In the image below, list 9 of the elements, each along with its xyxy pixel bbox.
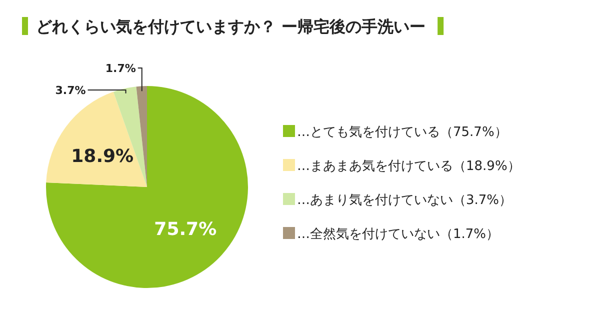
legend-label: …まあまあ気を付けている（18.9%） [297,159,520,174]
data-label: 18.9% [71,146,134,167]
legend-label: …全然気を付けていない（1.7%） [297,227,500,242]
data-label: 1.7% [105,62,136,75]
data-label: 75.7% [154,219,217,240]
data-label: 3.7% [55,84,86,97]
legend-label: …あまり気を付けていない（3.7%） [297,193,512,208]
chart-title: どれくらい気を付けていますか？ ー帰宅後の手洗いー [36,17,426,36]
legend-label: …とても気を付けている（75.7%） [297,125,508,140]
